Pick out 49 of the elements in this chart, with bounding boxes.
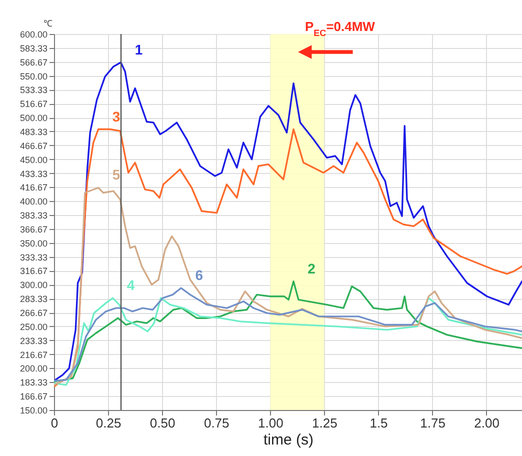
series-label: 3 [112, 108, 120, 124]
y-tick-label: 583.33 [20, 43, 48, 54]
y-tick-label: 233.33 [20, 336, 48, 346]
y-tick-label: 533.33 [20, 85, 48, 96]
y-tick-label: 300.00 [20, 280, 48, 290]
y-tick-label: 316.67 [20, 266, 48, 276]
series-label: 6 [195, 267, 204, 284]
y-tick-label: 200.00 [20, 364, 48, 374]
y-tick-label: 466.67 [20, 140, 48, 151]
y-tick-label: 450.00 [20, 154, 48, 165]
y-tick-label: 550.00 [20, 71, 48, 82]
y-tick-label: 416.67 [20, 182, 48, 193]
y-tick-label: 366.67 [20, 224, 48, 234]
series-label: 1 [134, 41, 143, 58]
x-tick-label: 0.50 [150, 416, 176, 430]
y-tick-label: 333.33 [20, 252, 48, 262]
x-tick-label: 1.00 [258, 416, 284, 430]
line-series [54, 128, 522, 388]
y-tick-label: 250.00 [20, 322, 48, 332]
x-tick-label: 2.00 [474, 416, 500, 430]
y-tick-label: 500.00 [20, 113, 48, 124]
series-label: 2 [308, 260, 316, 276]
y-tick-label: 283.33 [20, 294, 48, 304]
x-tick-label: 1.25 [312, 416, 338, 430]
x-tick-label: 0.25 [96, 416, 122, 430]
series-label: 4 [126, 277, 135, 294]
y-tick-label: 516.67 [20, 99, 48, 110]
x-tick-label: 1.75 [420, 416, 446, 430]
line-series [54, 62, 522, 382]
y-tick-label: 266.67 [20, 308, 48, 318]
x-tick-label: 1.5 [370, 416, 388, 430]
y-tick-label: 433.33 [20, 168, 48, 179]
y-tick-label: 150.00 [20, 406, 48, 416]
line-series [54, 186, 522, 386]
y-axis-title: ℃ [44, 18, 52, 28]
series-label: 5 [112, 166, 120, 183]
y-tick-label: 566.67 [20, 57, 48, 68]
y-tick-label: 350.00 [20, 238, 48, 248]
y-tick-label: 183.33 [20, 378, 48, 388]
x-tick-label: 0.75 [204, 416, 230, 430]
y-tick-label: 400.00 [20, 196, 48, 207]
annotation: P$_{EC}$=0.4MW [305, 19, 376, 38]
y-tick-label: 383.33 [20, 210, 48, 221]
y-tick-label: 483.33 [20, 126, 48, 137]
y-tick-label: 166.67 [20, 392, 48, 402]
x-axis-title: time (s) [264, 432, 314, 448]
y-tick-label: 216.67 [20, 350, 48, 360]
x-tick-label: 0 [50, 416, 58, 430]
y-tick-label: 600.00 [20, 30, 48, 40]
